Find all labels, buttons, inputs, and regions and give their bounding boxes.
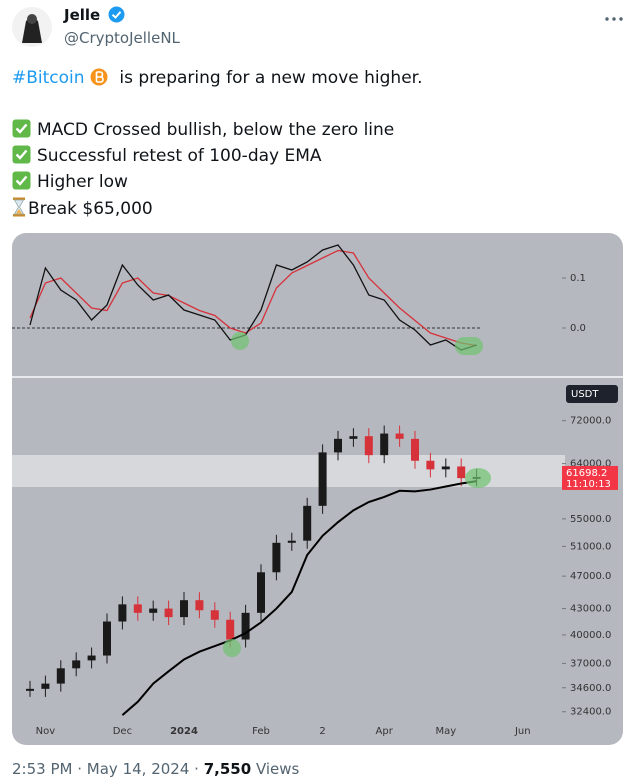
highlight	[223, 639, 241, 657]
price-panel	[12, 378, 623, 745]
candle	[180, 600, 188, 618]
ema-line	[121, 480, 477, 716]
price-label: 61698.2	[566, 468, 607, 479]
x-tick-label: Apr	[376, 726, 394, 737]
y-tick-label: 0.1	[570, 273, 586, 284]
candle	[72, 660, 81, 669]
candle	[318, 452, 327, 506]
tweet-text: Successful retest of 100-day EMA	[37, 146, 322, 166]
highlight	[231, 332, 249, 350]
x-tick-label: 2	[319, 726, 325, 737]
more-button[interactable]	[604, 16, 624, 22]
candle	[210, 610, 219, 620]
highlight	[455, 337, 483, 355]
candle	[411, 438, 419, 461]
candle	[118, 604, 127, 622]
candle	[303, 505, 312, 541]
check-icon	[12, 145, 31, 164]
y-tick-label: 43000.0	[570, 604, 611, 615]
candle	[26, 688, 34, 691]
y-tick-label: 47000.0	[570, 571, 611, 582]
y-tick-label: 64000.0	[570, 459, 611, 470]
tweet-line: Successful retest of 100-day EMA	[12, 145, 322, 167]
currency-box	[566, 385, 618, 403]
tweet-line: Higher low	[12, 171, 128, 193]
x-tick-label: May	[435, 726, 456, 737]
candle	[87, 655, 96, 661]
macd-panel	[12, 233, 623, 376]
candle	[457, 466, 466, 479]
y-tick-label: 55000.0	[570, 514, 611, 525]
candle	[103, 621, 111, 656]
post-time[interactable]: 2:53 PM	[12, 760, 73, 778]
currency: USDT	[571, 389, 599, 400]
bitcoin-icon	[90, 68, 108, 86]
x-tick-label: Jun	[514, 726, 531, 737]
views-label: Views	[255, 760, 300, 778]
y-tick-label: 0.0	[570, 323, 586, 334]
price-box	[562, 465, 618, 490]
separator: ·	[77, 760, 83, 778]
candle	[226, 619, 235, 640]
tweet-line: Break $65,000	[12, 197, 153, 220]
candle	[364, 436, 373, 456]
y-tick-label: 34600.0	[570, 683, 611, 694]
tweet-text: MACD Crossed bullish, below the zero lin…	[37, 120, 395, 140]
avatar[interactable]	[12, 7, 52, 47]
candle	[241, 612, 250, 640]
author-handle[interactable]: @CryptoJelleNL	[64, 29, 180, 47]
tweet-text: Break $65,000	[28, 199, 153, 219]
candle	[349, 436, 358, 439]
macd-line	[29, 244, 477, 351]
y-tick-label: 51000.0	[570, 541, 611, 552]
x-tick-label: Dec	[113, 726, 132, 737]
candle	[257, 572, 265, 613]
x-tick-label: Feb	[252, 726, 270, 737]
x-tick-label: Nov	[36, 726, 56, 737]
author-name[interactable]: Jelle	[64, 6, 131, 24]
x-tick-label: 2024	[170, 726, 198, 737]
candle	[334, 438, 342, 453]
check-icon	[12, 119, 31, 138]
tweet-footer: 2:53 PM · May 14, 2024 · 7,550 Views	[12, 760, 299, 778]
candle	[441, 466, 450, 470]
author-name-text[interactable]: Jelle	[64, 6, 101, 24]
tweet-text: is preparing for a new move higher.	[119, 68, 423, 88]
candle	[195, 600, 204, 611]
highlight	[465, 468, 491, 488]
check-icon	[12, 171, 31, 190]
macd-line	[29, 249, 477, 347]
y-tick-label: 32400.0	[570, 707, 611, 718]
candle	[395, 433, 404, 439]
candle	[56, 668, 65, 684]
candle	[149, 608, 158, 613]
verified-badge	[108, 6, 125, 23]
y-tick-label: 40000.0	[570, 630, 611, 641]
candle	[133, 604, 142, 613]
y-tick-label: 72000.0	[570, 416, 611, 427]
candle	[272, 542, 281, 573]
candle	[164, 608, 173, 618]
countdown: 11:10:13	[566, 479, 611, 490]
view-count: 7,550	[203, 760, 252, 778]
candle	[380, 433, 389, 456]
post-date[interactable]: May 14, 2024	[86, 760, 190, 778]
tweet-line: MACD Crossed bullish, below the zero lin…	[12, 119, 394, 141]
hashtag[interactable]: #Bitcoin	[12, 68, 85, 88]
candle	[41, 683, 50, 689]
tweet-line: #Bitcoin is preparing for a new move hig…	[12, 67, 422, 89]
y-tick-label: 37000.0	[570, 658, 611, 669]
hourglass-icon	[13, 197, 25, 217]
separator: ·	[194, 760, 199, 778]
candle	[287, 540, 296, 543]
candle	[426, 460, 435, 470]
chart-image: 0.1 0.0 72000.0 64000.0 55000.0 51000.0 47000.…	[12, 233, 623, 745]
tweet-text: Higher low	[37, 172, 128, 192]
